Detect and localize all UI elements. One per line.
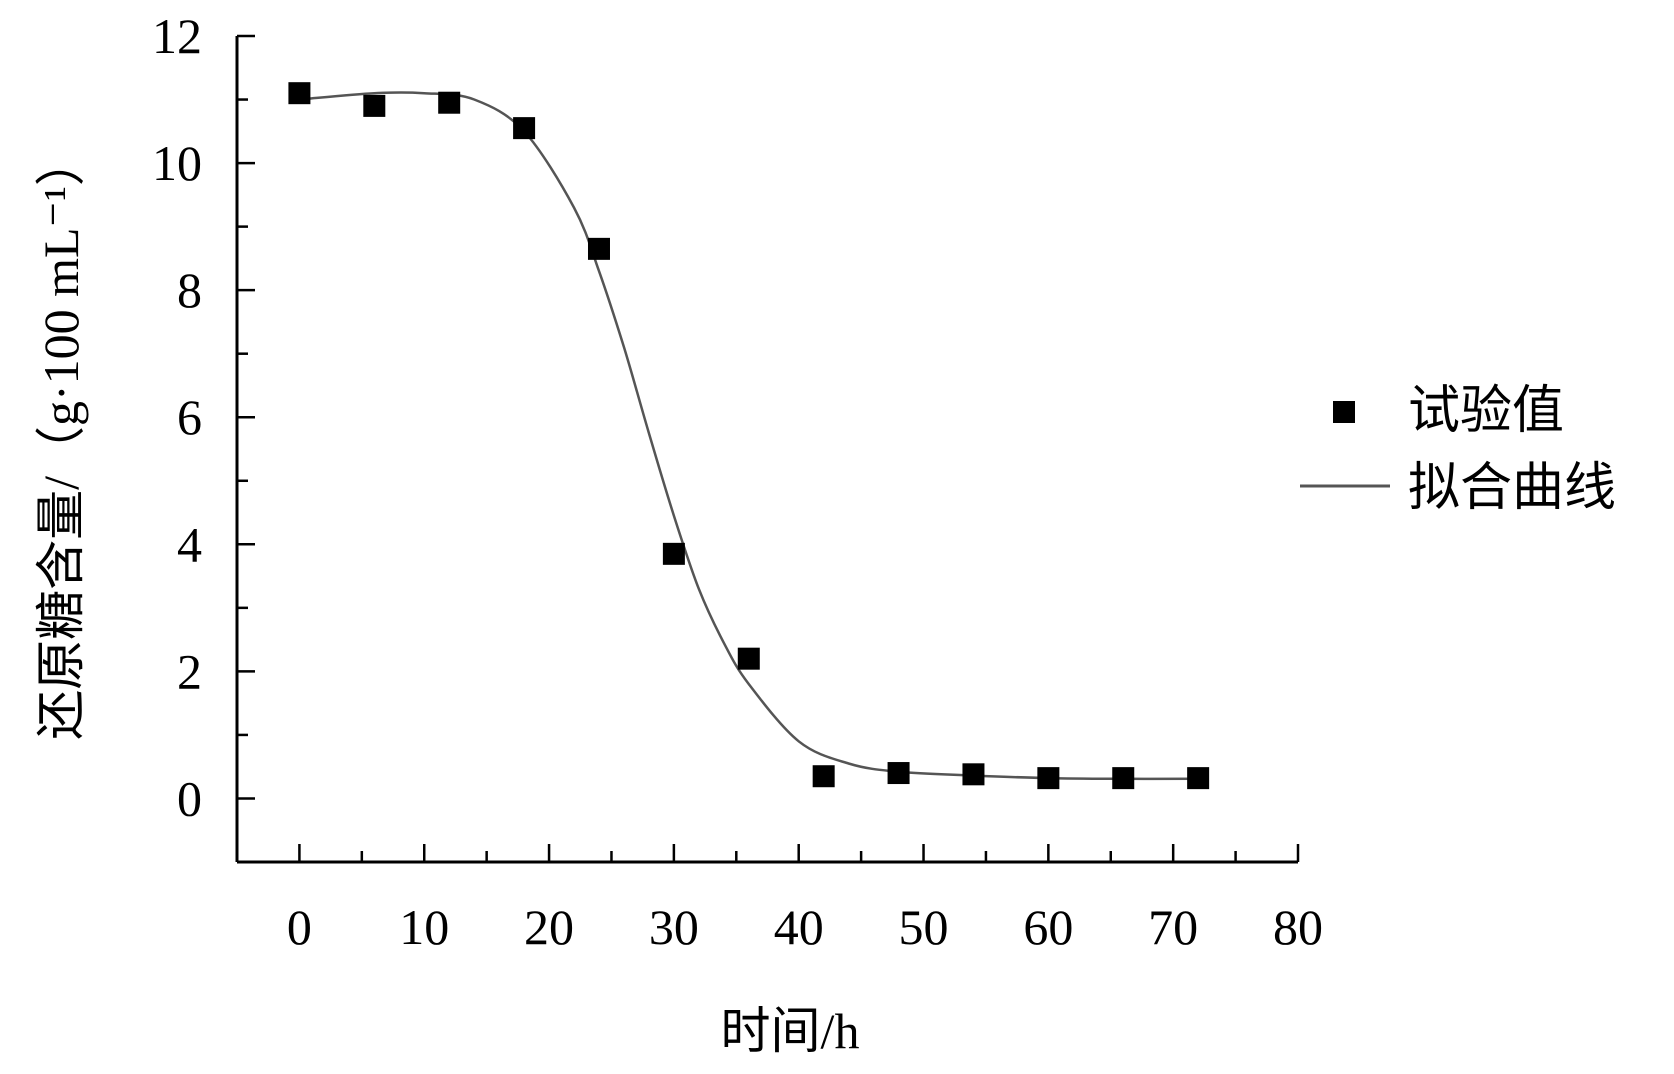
x-axis-title: 时间/h [721, 1003, 860, 1059]
data-point [812, 765, 835, 788]
x-tick-label: 50 [899, 899, 949, 955]
data-point [363, 94, 386, 117]
y-axis-title: 还原糖含量/（g·100 mL⁻¹） [33, 136, 89, 740]
legend-label-fit: 拟合曲线 [1408, 460, 1616, 517]
x-tick-label: 10 [399, 899, 449, 955]
y-tick-label: 0 [177, 770, 202, 826]
points-layer [288, 82, 1210, 790]
fit-curve [299, 91, 1199, 781]
legend-label-experimental: 试验值 [1408, 383, 1564, 440]
tick-labels: 0 10 20 30 40 50 60 70 80 0 2 4 6 8 10 12 [152, 8, 1323, 955]
data-point [288, 82, 311, 105]
data-point [1112, 767, 1135, 790]
x-tick-label: 80 [1273, 899, 1323, 955]
data-point [1037, 767, 1060, 790]
data-point [737, 647, 760, 670]
data-point [438, 91, 461, 114]
x-tick-label: 20 [524, 899, 574, 955]
data-point [587, 237, 610, 260]
y-tick-label: 4 [177, 516, 202, 572]
data-point [962, 763, 985, 786]
data-point [1187, 767, 1210, 790]
y-tick-label: 12 [152, 8, 202, 64]
data-point [513, 117, 536, 140]
axes [235, 34, 1300, 864]
legend-marker-square [1333, 401, 1355, 423]
fit-curve-layer [299, 91, 1199, 781]
x-tick-label: 40 [774, 899, 824, 955]
data-point [662, 542, 685, 565]
data-point [887, 762, 910, 785]
x-tick-label: 0 [287, 899, 312, 955]
x-tick-label: 70 [1148, 899, 1198, 955]
x-tick-label: 60 [1023, 899, 1073, 955]
y-tick-label: 2 [177, 643, 202, 699]
legend: 试验值 拟合曲线 [1300, 383, 1616, 517]
y-tick-label: 10 [152, 135, 202, 191]
y-tick-label: 6 [177, 389, 202, 445]
x-tick-label: 30 [649, 899, 699, 955]
y-tick-label: 8 [177, 262, 202, 318]
